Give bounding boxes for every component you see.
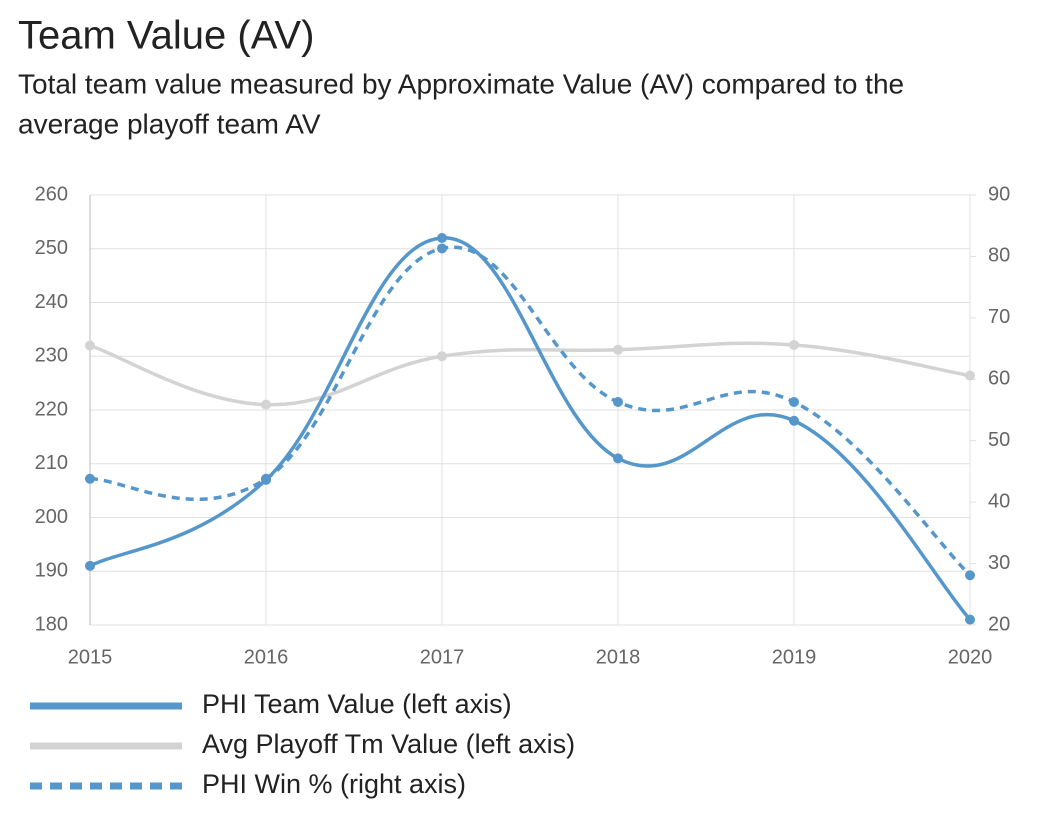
data-point <box>437 351 447 362</box>
y2-tick-label: 80 <box>988 245 1010 267</box>
data-point <box>85 560 95 571</box>
legend-label: PHI Team Value (left axis) <box>202 689 512 719</box>
y2-tick-label: 40 <box>988 490 1010 512</box>
y2-tick-label: 90 <box>988 183 1010 205</box>
data-point <box>85 473 95 484</box>
data-point <box>85 340 95 351</box>
x-tick-label: 2016 <box>244 646 289 668</box>
y-tick-label: 210 <box>35 452 68 474</box>
data-point <box>789 415 799 426</box>
series-line <box>89 245 972 577</box>
y-tick-label: 180 <box>35 613 68 635</box>
data-point <box>965 570 975 581</box>
data-point <box>613 453 623 464</box>
data-point <box>789 339 799 350</box>
x-tick-label: 2020 <box>948 646 993 668</box>
y2-tick-label: 20 <box>988 613 1010 635</box>
y2-tick-label: 60 <box>988 368 1010 390</box>
y-tick-label: 240 <box>35 291 68 313</box>
chart-title: Team Value (AV) <box>18 14 314 58</box>
series-line <box>89 341 971 407</box>
legend-label: PHI Win % (right axis) <box>202 769 466 799</box>
data-point <box>261 473 271 484</box>
data-point <box>437 243 447 254</box>
y-tick-label: 260 <box>35 183 68 205</box>
y-tick-label: 250 <box>35 237 68 259</box>
y-tick-label: 190 <box>35 560 68 582</box>
data-point <box>261 399 271 410</box>
chart-subtitle: Total team value measured by Approximate… <box>18 68 904 99</box>
y2-tick-label: 50 <box>988 429 1010 451</box>
data-point <box>965 370 975 381</box>
x-tick-label: 2017 <box>420 646 465 668</box>
y-tick-label: 220 <box>35 398 68 420</box>
y2-tick-label: 70 <box>988 306 1010 328</box>
data-point <box>965 614 975 625</box>
x-tick-label: 2019 <box>772 646 817 668</box>
data-point <box>613 344 623 355</box>
y-tick-label: 200 <box>35 506 68 528</box>
data-point <box>437 233 447 243</box>
y2-tick-label: 30 <box>988 552 1010 574</box>
legend-label: Avg Playoff Tm Value (left axis) <box>202 729 575 759</box>
x-tick-label: 2015 <box>68 646 113 668</box>
x-tick-label: 2018 <box>596 646 641 668</box>
data-point <box>789 397 799 408</box>
data-point <box>613 397 623 408</box>
series-line <box>89 236 972 621</box>
chart-subtitle: average playoff team AV <box>18 108 321 139</box>
y-tick-label: 230 <box>35 345 68 367</box>
